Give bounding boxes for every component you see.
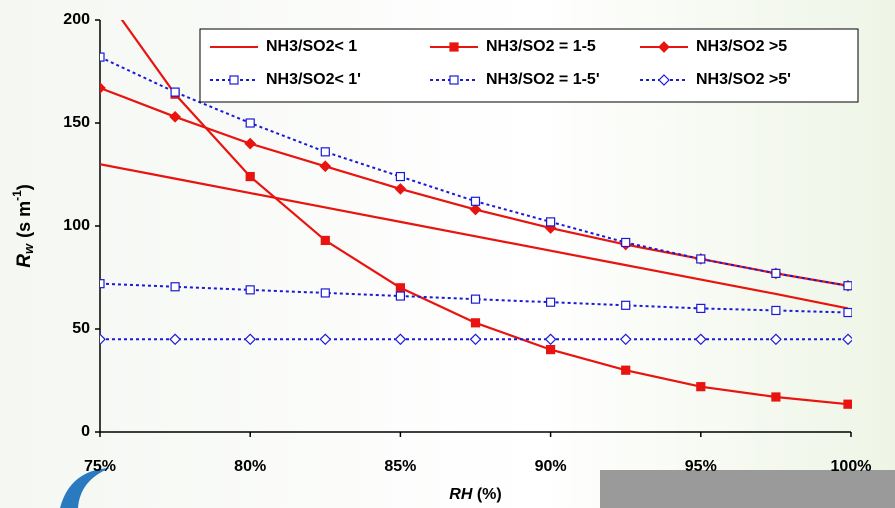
x-tick-label: 90% xyxy=(535,458,567,475)
marker xyxy=(621,300,631,310)
legend-label: NH3/SO2< 1' xyxy=(266,71,361,88)
marker xyxy=(621,237,631,248)
marker xyxy=(244,333,257,346)
marker xyxy=(696,254,706,264)
y-label-sup: -1 xyxy=(10,190,24,201)
marker xyxy=(696,382,706,392)
marker xyxy=(470,196,481,206)
y-label-unit: (s m xyxy=(14,201,34,238)
marker xyxy=(394,183,407,195)
marker xyxy=(843,399,852,409)
marker xyxy=(395,171,405,182)
marker xyxy=(320,235,330,246)
marker xyxy=(771,392,781,402)
legend-label: NH3/SO2< 1 xyxy=(266,38,357,55)
marker xyxy=(394,333,407,346)
plot-area xyxy=(100,20,852,409)
legend-marker xyxy=(658,74,670,86)
x-tick-label: 80% xyxy=(234,458,266,475)
legend-marker xyxy=(449,75,459,85)
marker xyxy=(395,283,405,293)
marker xyxy=(771,305,781,316)
x-tick-label: 95% xyxy=(685,458,717,475)
marker xyxy=(170,87,180,97)
marker xyxy=(544,333,557,346)
x-tick-label: 85% xyxy=(384,458,416,475)
marker xyxy=(843,281,852,291)
x-tick-label: 100% xyxy=(831,458,872,475)
legend-marker xyxy=(658,41,670,53)
y-label-main: R xyxy=(14,254,35,268)
marker xyxy=(320,147,330,157)
marker xyxy=(169,333,181,346)
logo xyxy=(60,468,110,508)
marker xyxy=(169,110,181,123)
marker xyxy=(842,333,852,346)
footer-band xyxy=(600,470,895,508)
marker xyxy=(100,52,105,62)
marker xyxy=(100,333,106,346)
marker xyxy=(170,282,180,292)
marker xyxy=(843,307,852,318)
y-tick-label: 100 xyxy=(63,217,90,234)
y-tick-label: 50 xyxy=(72,320,90,337)
marker xyxy=(621,365,631,375)
y-axis-label: Rw (s m-1) xyxy=(10,184,36,268)
series-line xyxy=(100,163,849,310)
marker xyxy=(771,268,781,278)
marker xyxy=(244,137,257,150)
legend-label: NH3/SO2 >5' xyxy=(696,71,791,88)
marker xyxy=(100,279,105,289)
marker xyxy=(245,285,255,295)
marker xyxy=(469,203,482,216)
marker xyxy=(696,303,706,313)
marker xyxy=(545,217,556,227)
y-label-close: ) xyxy=(14,184,34,190)
legend-label: NH3/SO2 >5 xyxy=(696,38,787,55)
x-label-unit: (%) xyxy=(477,486,502,503)
marker xyxy=(469,333,482,346)
series-line xyxy=(100,282,849,314)
y-tick-label: 200 xyxy=(63,11,90,28)
legend-label: NH3/SO2 = 1-5' xyxy=(486,71,600,88)
marker xyxy=(100,82,106,94)
legend-marker xyxy=(229,75,239,85)
x-tick-label: 75% xyxy=(84,458,116,475)
legend-label: NH3/SO2 = 1-5 xyxy=(486,38,596,55)
marker xyxy=(319,333,332,346)
y-tick-label: 0 xyxy=(81,423,90,440)
legend: NH3/SO2< 1 NH3/SO2 = 1-5 NH3/SO2 >5 NH3/SO2… xyxy=(199,28,859,103)
y-label-sub: w xyxy=(21,243,36,254)
legend-marker xyxy=(449,42,459,52)
marker xyxy=(245,171,255,182)
legend-box xyxy=(199,28,859,103)
y-tick-label: 150 xyxy=(63,114,90,131)
marker xyxy=(470,318,481,328)
x-label-main: RH xyxy=(449,486,473,503)
marker xyxy=(545,297,556,307)
marker xyxy=(694,333,707,346)
marker xyxy=(770,333,782,346)
marker xyxy=(395,291,405,301)
marker xyxy=(545,345,556,355)
marker xyxy=(320,288,330,298)
marker xyxy=(319,160,332,173)
marker xyxy=(245,118,255,128)
x-axis-label: RH (%) xyxy=(449,486,501,503)
marker xyxy=(619,333,632,346)
marker xyxy=(470,294,481,304)
